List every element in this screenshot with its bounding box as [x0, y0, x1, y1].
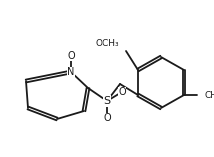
Text: S: S — [103, 96, 111, 106]
Text: O: O — [118, 87, 126, 97]
Text: OCH₃: OCH₃ — [95, 40, 119, 49]
Text: CH₃: CH₃ — [205, 90, 214, 100]
Text: N: N — [67, 67, 75, 77]
Text: O: O — [103, 113, 111, 123]
Text: O: O — [67, 51, 75, 61]
